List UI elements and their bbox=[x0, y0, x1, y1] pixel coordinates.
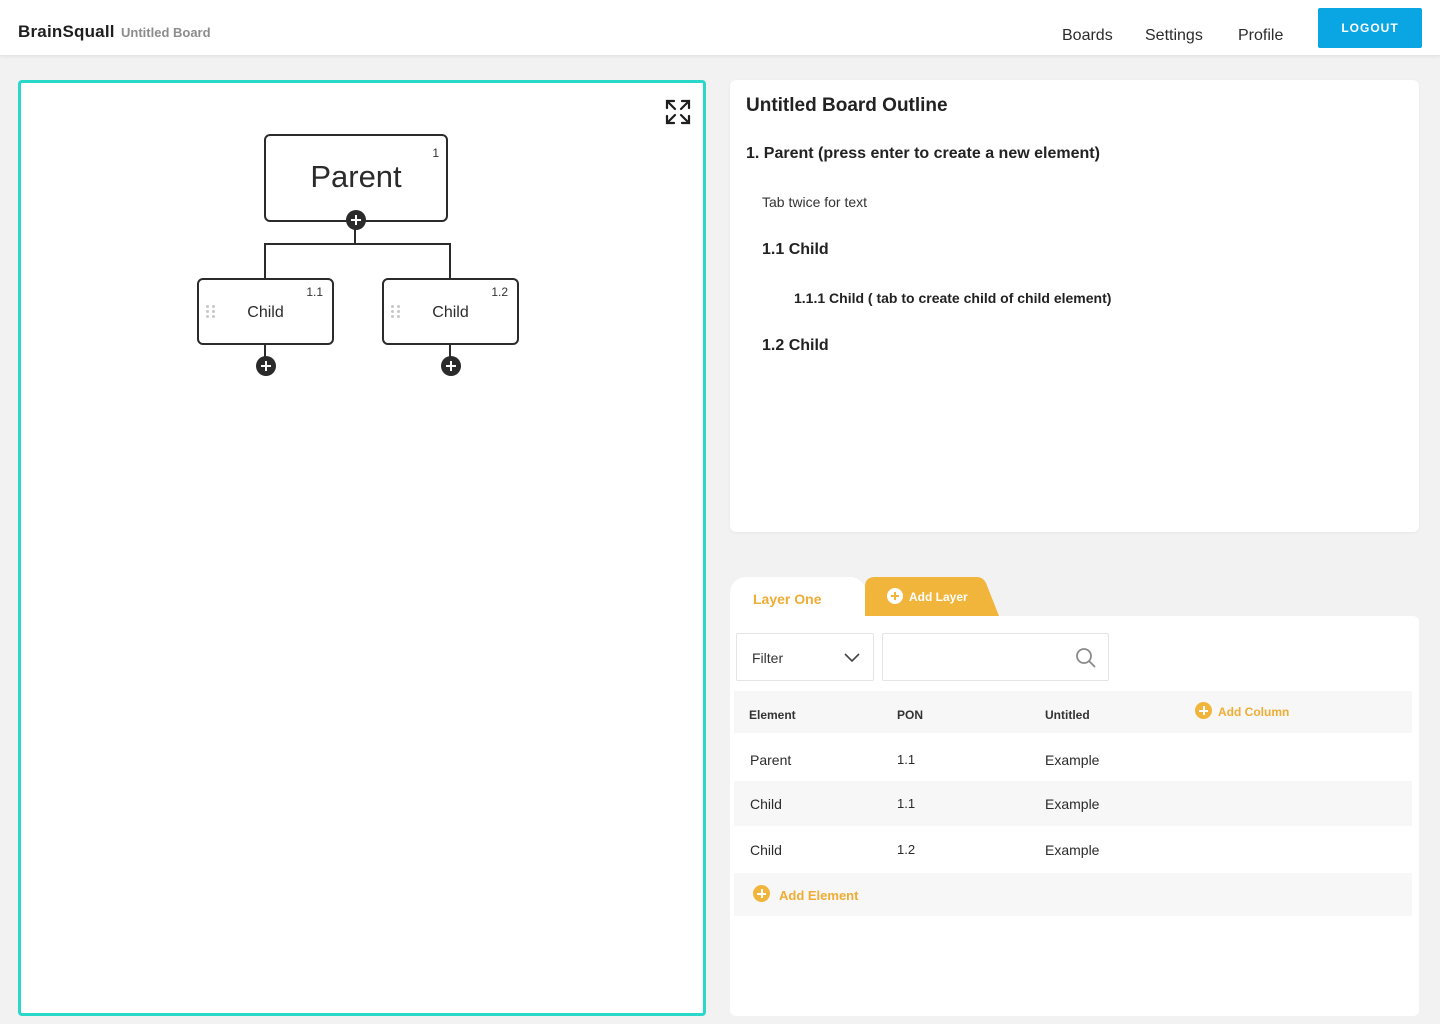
cell-pon[interactable]: 1.1 bbox=[897, 796, 916, 811]
layers-panel: Layer One Add Layer Filter Element PON U… bbox=[730, 576, 1419, 1016]
table-header: Element PON Untitled Add Column bbox=[734, 691, 1412, 733]
add-element-icon bbox=[753, 885, 770, 902]
table-row[interactable]: Child 1.1 Example bbox=[734, 781, 1412, 826]
cell-untitled[interactable]: Example bbox=[1045, 842, 1100, 858]
add-layer-tab[interactable]: Add Layer bbox=[865, 577, 999, 616]
cell-pon[interactable]: 1.1 bbox=[897, 752, 916, 767]
add-element-label: Add Element bbox=[779, 888, 859, 903]
add-child-icon[interactable] bbox=[441, 356, 461, 376]
add-child-icon[interactable] bbox=[346, 210, 366, 230]
outline-item[interactable]: 1. Parent (press enter to create a new e… bbox=[746, 145, 1100, 162]
outline-title: Untitled Board Outline bbox=[746, 95, 948, 116]
child-node[interactable]: Child 1.2 bbox=[382, 278, 519, 345]
node-number: 1.2 bbox=[491, 285, 508, 299]
column-header-pon[interactable]: PON bbox=[897, 708, 924, 722]
logout-button[interactable]: LOGOUT bbox=[1318, 8, 1422, 48]
add-column-icon bbox=[1195, 702, 1212, 719]
column-header-untitled[interactable]: Untitled bbox=[1045, 708, 1090, 722]
nav-profile-link[interactable]: Profile bbox=[1238, 27, 1284, 44]
outline-text[interactable]: Tab twice for text bbox=[762, 194, 868, 210]
outline-item[interactable]: 1.1 Child bbox=[762, 241, 829, 258]
node-label: Parent bbox=[310, 159, 402, 194]
add-layer-label: Add Layer bbox=[909, 590, 968, 604]
parent-node[interactable]: Parent 1 bbox=[264, 134, 448, 222]
add-child-icon[interactable] bbox=[256, 356, 276, 376]
nav-boards-link[interactable]: Boards bbox=[1062, 27, 1113, 44]
node-label: Child bbox=[432, 304, 469, 321]
node-label: Child bbox=[247, 304, 284, 321]
search-box bbox=[882, 633, 1109, 681]
drag-handle-icon[interactable] bbox=[206, 305, 216, 319]
add-layer-icon bbox=[887, 588, 903, 604]
expand-icon[interactable] bbox=[664, 98, 692, 126]
cell-untitled[interactable]: Example bbox=[1045, 752, 1100, 768]
node-number: 1.1 bbox=[306, 285, 323, 299]
board-canvas[interactable]: Parent 1 Child 1.1 Child 1.2 bbox=[18, 80, 706, 1016]
table-row[interactable]: Parent 1.1 Example bbox=[734, 737, 1412, 782]
top-header: BrainSquall Untitled Board Boards Settin… bbox=[0, 0, 1440, 56]
cell-element[interactable]: Child bbox=[750, 842, 782, 858]
tab-layer-one[interactable]: Layer One bbox=[730, 577, 866, 619]
node-number: 1 bbox=[432, 146, 439, 160]
filter-dropdown[interactable]: Filter bbox=[736, 633, 874, 681]
tree-connectors bbox=[264, 222, 451, 359]
outline-item[interactable]: 1.2 Child bbox=[762, 337, 829, 354]
add-layer-tab-shape bbox=[865, 577, 999, 616]
chevron-down-icon bbox=[844, 653, 860, 663]
layer-body: Filter Element PON Untitled Add Column P… bbox=[730, 616, 1419, 1016]
nav-settings-link[interactable]: Settings bbox=[1145, 27, 1203, 44]
cell-element[interactable]: Child bbox=[750, 796, 782, 812]
cell-element[interactable]: Parent bbox=[750, 752, 792, 768]
search-icon[interactable] bbox=[1074, 646, 1098, 670]
outline-panel: Untitled Board Outline 1. Parent (press … bbox=[730, 80, 1419, 532]
brand-logo[interactable]: BrainSquall bbox=[18, 22, 115, 41]
add-element-button[interactable]: Add Element bbox=[734, 873, 1412, 916]
cell-pon[interactable]: 1.2 bbox=[897, 842, 916, 857]
board-name[interactable]: Untitled Board bbox=[121, 25, 211, 40]
outline-item[interactable]: 1.1.1 Child ( tab to create child of chi… bbox=[794, 290, 1112, 306]
column-header-element[interactable]: Element bbox=[749, 708, 796, 722]
add-column-label: Add Column bbox=[1218, 705, 1290, 719]
search-input[interactable] bbox=[883, 634, 1063, 680]
cell-untitled[interactable]: Example bbox=[1045, 796, 1100, 812]
table-row[interactable]: Child 1.2 Example bbox=[734, 827, 1412, 872]
drag-handle-icon[interactable] bbox=[391, 305, 401, 319]
child-node[interactable]: Child 1.1 bbox=[197, 278, 334, 345]
filter-label: Filter bbox=[752, 650, 784, 666]
